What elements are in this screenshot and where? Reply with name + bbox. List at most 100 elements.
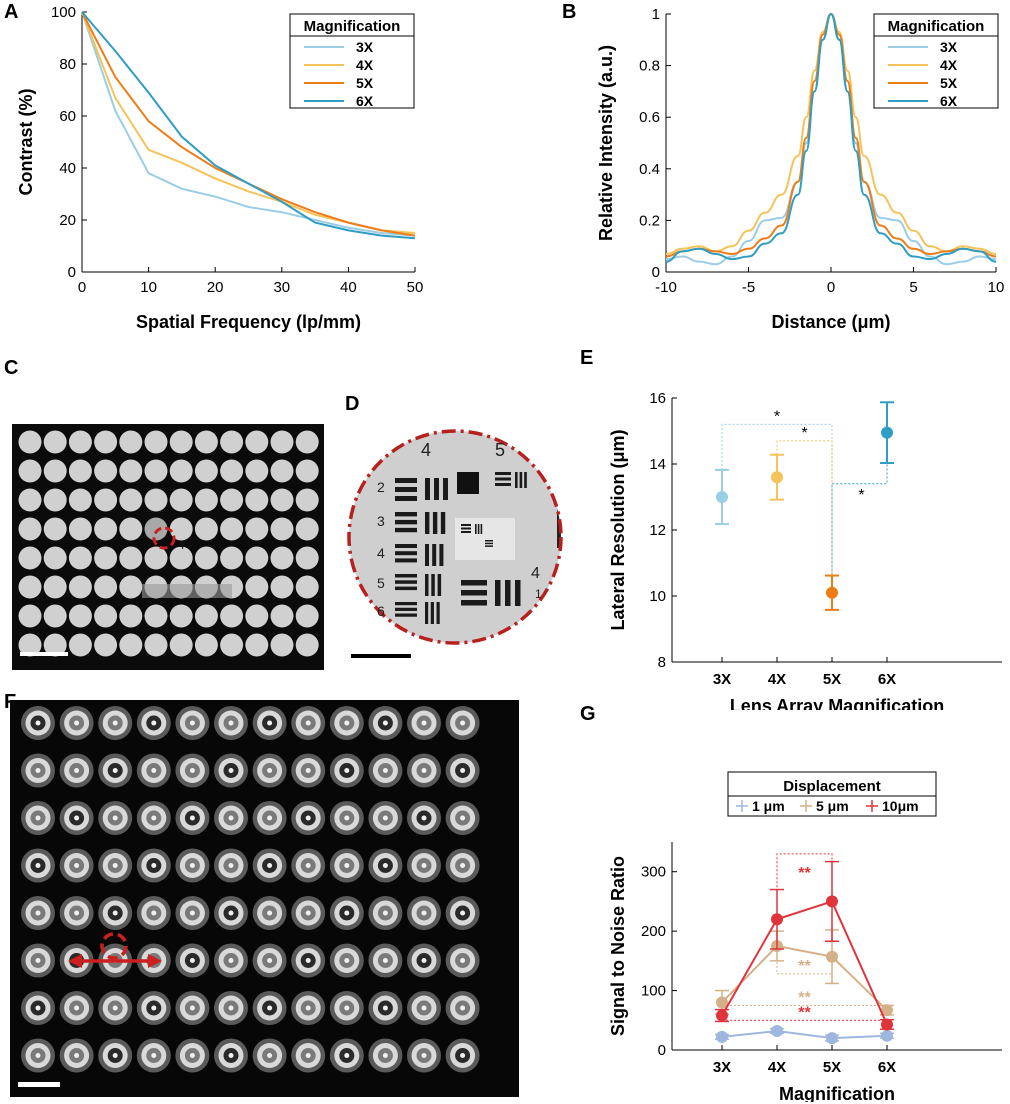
well-dot [228, 768, 234, 773]
data-point [881, 1004, 893, 1017]
well-dot [35, 910, 41, 916]
well-dot [305, 910, 311, 916]
lens-cell [295, 575, 319, 599]
lens-cell [119, 575, 143, 599]
well-dot [460, 958, 466, 963]
well-dot [228, 720, 234, 726]
lens-cell [68, 459, 92, 483]
usaf-bar-v [437, 574, 442, 596]
x-tick-label: 30 [273, 279, 290, 296]
usaf-bar-v [495, 580, 501, 606]
group-label-small-4: 4 [531, 565, 540, 582]
lens-cell [270, 575, 294, 599]
lens-cell [220, 517, 244, 541]
well-dot [305, 863, 311, 868]
legend-label: 10μm [882, 798, 919, 814]
well-dot [305, 1053, 311, 1058]
lens-cell [270, 488, 294, 512]
well-dot [305, 815, 311, 821]
usaf-bar-h [461, 580, 487, 586]
well-dot [460, 910, 466, 916]
y-tick-label: 0.4 [639, 161, 660, 178]
lens-cell [169, 459, 193, 483]
significance-bracket [831, 463, 888, 576]
usaf-row-label: 6 [377, 603, 385, 619]
usaf-bar-v [425, 478, 430, 500]
usaf-bar-h [395, 607, 417, 611]
lens-cell [270, 459, 294, 483]
lens-cell [245, 459, 269, 483]
well-dot [74, 815, 80, 821]
x-tick-label: 10 [140, 279, 157, 296]
well-dot [189, 1005, 195, 1011]
well-dot [382, 815, 388, 821]
usaf-bar-h [395, 558, 417, 563]
well-dot [344, 958, 350, 963]
usaf-bar-h [461, 531, 471, 533]
y-axis-label: Lateral Resolution (μm) [608, 429, 628, 630]
usaf-bar-v [477, 524, 480, 534]
series-line [721, 944, 888, 1011]
usaf-bar-h [461, 524, 471, 526]
significance-star: * [801, 425, 807, 442]
x-tick-label: 5X [823, 1059, 841, 1076]
usaf-bar-v [425, 602, 429, 624]
lens-cell [169, 430, 193, 454]
significance-star: * [858, 487, 864, 504]
usaf-bar-h [495, 483, 511, 486]
well-dot [305, 720, 311, 726]
side-number-1: 1 [535, 587, 542, 601]
highlight-circle [152, 526, 176, 550]
usaf-bar-h [395, 574, 417, 578]
legend-label-4x: 4X [356, 57, 374, 73]
y-tick-label: 0.2 [639, 212, 660, 229]
lens-cell [220, 459, 244, 483]
significance-bracket [776, 440, 833, 576]
well-dot [460, 1005, 466, 1011]
lens-cell [194, 459, 218, 483]
well-dot [74, 1005, 80, 1011]
data-point [826, 895, 838, 908]
well-dot [189, 720, 195, 726]
well-dot [421, 958, 427, 963]
lens-cell [43, 488, 67, 512]
x-tick-label: 5X [823, 671, 841, 688]
well-dot [35, 1053, 41, 1058]
x-tick-label: 4X [768, 671, 786, 688]
usaf-bar-v [440, 512, 446, 534]
lens-cell [144, 604, 168, 628]
lens-cell [94, 633, 118, 657]
x-tick-label: 4X [768, 1059, 786, 1076]
well-dot [228, 863, 234, 868]
well-dot [421, 720, 427, 726]
lens-cell [220, 488, 244, 512]
usaf-row-label: 5 [377, 575, 385, 591]
lens-cell [220, 604, 244, 628]
well-dot [421, 815, 427, 821]
lens-cell [295, 430, 319, 454]
well-dot [112, 768, 118, 773]
well-dot [189, 768, 195, 773]
well-dot [228, 1053, 234, 1058]
lens-cell [43, 517, 67, 541]
well-dot [382, 1005, 388, 1011]
photo-c-marker: 4 [178, 538, 185, 552]
highlight-well-circle [100, 932, 128, 960]
lens-cell [245, 575, 269, 599]
y-tick-label: 60 [59, 108, 76, 125]
lens-cell [144, 517, 168, 541]
data-point [881, 1029, 893, 1042]
lens-cell [270, 430, 294, 454]
lens-cell [43, 430, 67, 454]
well-dot [151, 720, 157, 726]
well-dot [112, 1005, 118, 1011]
x-axis-label: Distance (μm) [771, 312, 890, 332]
lens-cell [220, 546, 244, 570]
usaf-bar-v [515, 580, 521, 606]
y-tick-label: 14 [649, 456, 666, 473]
x-tick-label: 40 [340, 279, 357, 296]
row-labels: 2 3 4 5 6 [377, 479, 385, 619]
usaf-bar-v [432, 512, 438, 534]
y-tick-label: 16 [649, 390, 666, 407]
well-dot [421, 863, 427, 868]
